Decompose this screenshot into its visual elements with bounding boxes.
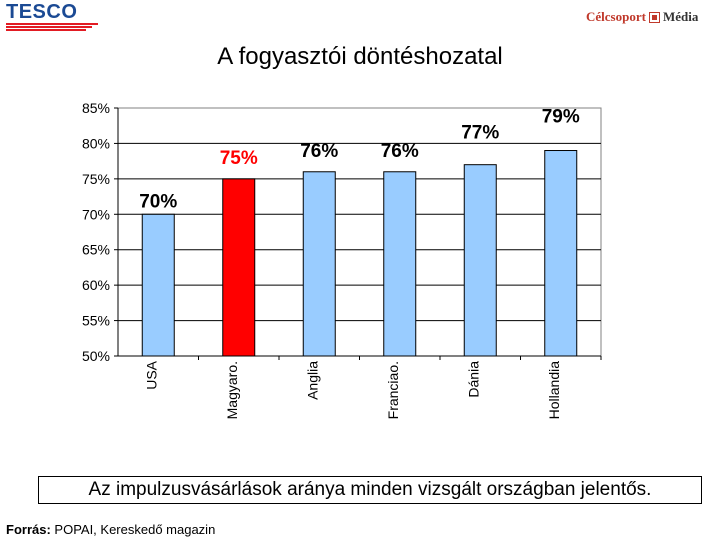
y-tick-label: 70% [82,206,110,222]
category-label: Magyaro. [224,361,240,419]
category-label: Dánia [465,361,481,398]
bar-franciao [383,171,417,357]
bar-anglia [302,171,336,357]
tesco-logo-stripes [6,23,98,32]
tesco-logo: TESCO [6,1,102,32]
tesco-logo-text: TESCO [6,1,78,23]
celcsoport-logo-media: Média [662,9,699,24]
data-label: 76% [381,141,419,162]
bar-magyaro [222,178,256,357]
data-label: 79% [542,107,580,128]
data-label: 75% [220,148,258,169]
source-label: Forrás: [6,522,51,537]
category-label: USA [143,360,159,389]
data-label: 77% [461,123,499,144]
caption-box: Az impulzusvásárlások aránya minden vizs… [38,476,702,504]
bar-usa [141,213,175,357]
y-tick-label: 55% [82,313,110,329]
bar-dnia [463,164,497,357]
category-label: Franciao. [385,361,401,419]
celcsoport-logo-brand: Célcsoport [586,9,646,24]
data-label: 76% [300,141,338,162]
source-note: Forrás: POPAI, Kereskedő magazin [6,522,215,538]
y-tick-label: 60% [82,277,110,293]
y-tick-label: 75% [82,171,110,187]
logo-separator-icon [648,11,660,23]
data-label: 70% [139,191,177,212]
category-label: Anglia [304,361,320,400]
bar-chart: 50% 55% 60% 65% 70% 75% 80% 85% 70% USA 75% Magyaro… [82,100,602,420]
y-tick-label: 50% [82,348,110,364]
celcsoport-media-logo: Célcsoport Média [586,8,698,26]
y-tick-label: 80% [82,135,110,151]
chart-title: A fogyasztói döntéshozatal [217,43,503,70]
bar-hollandia [544,150,578,357]
category-label: Hollandia [546,361,562,420]
y-tick-label: 65% [82,242,110,258]
plot-area [117,107,602,357]
y-tick-label: 85% [82,100,110,116]
source-text: POPAI, Kereskedő magazin [50,522,216,537]
